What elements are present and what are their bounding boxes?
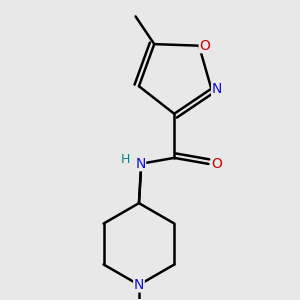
Text: N: N [135,157,146,171]
Text: O: O [199,39,210,53]
Text: O: O [212,157,222,171]
Text: H: H [120,154,130,166]
Text: N: N [134,278,144,292]
Text: N: N [212,82,222,96]
